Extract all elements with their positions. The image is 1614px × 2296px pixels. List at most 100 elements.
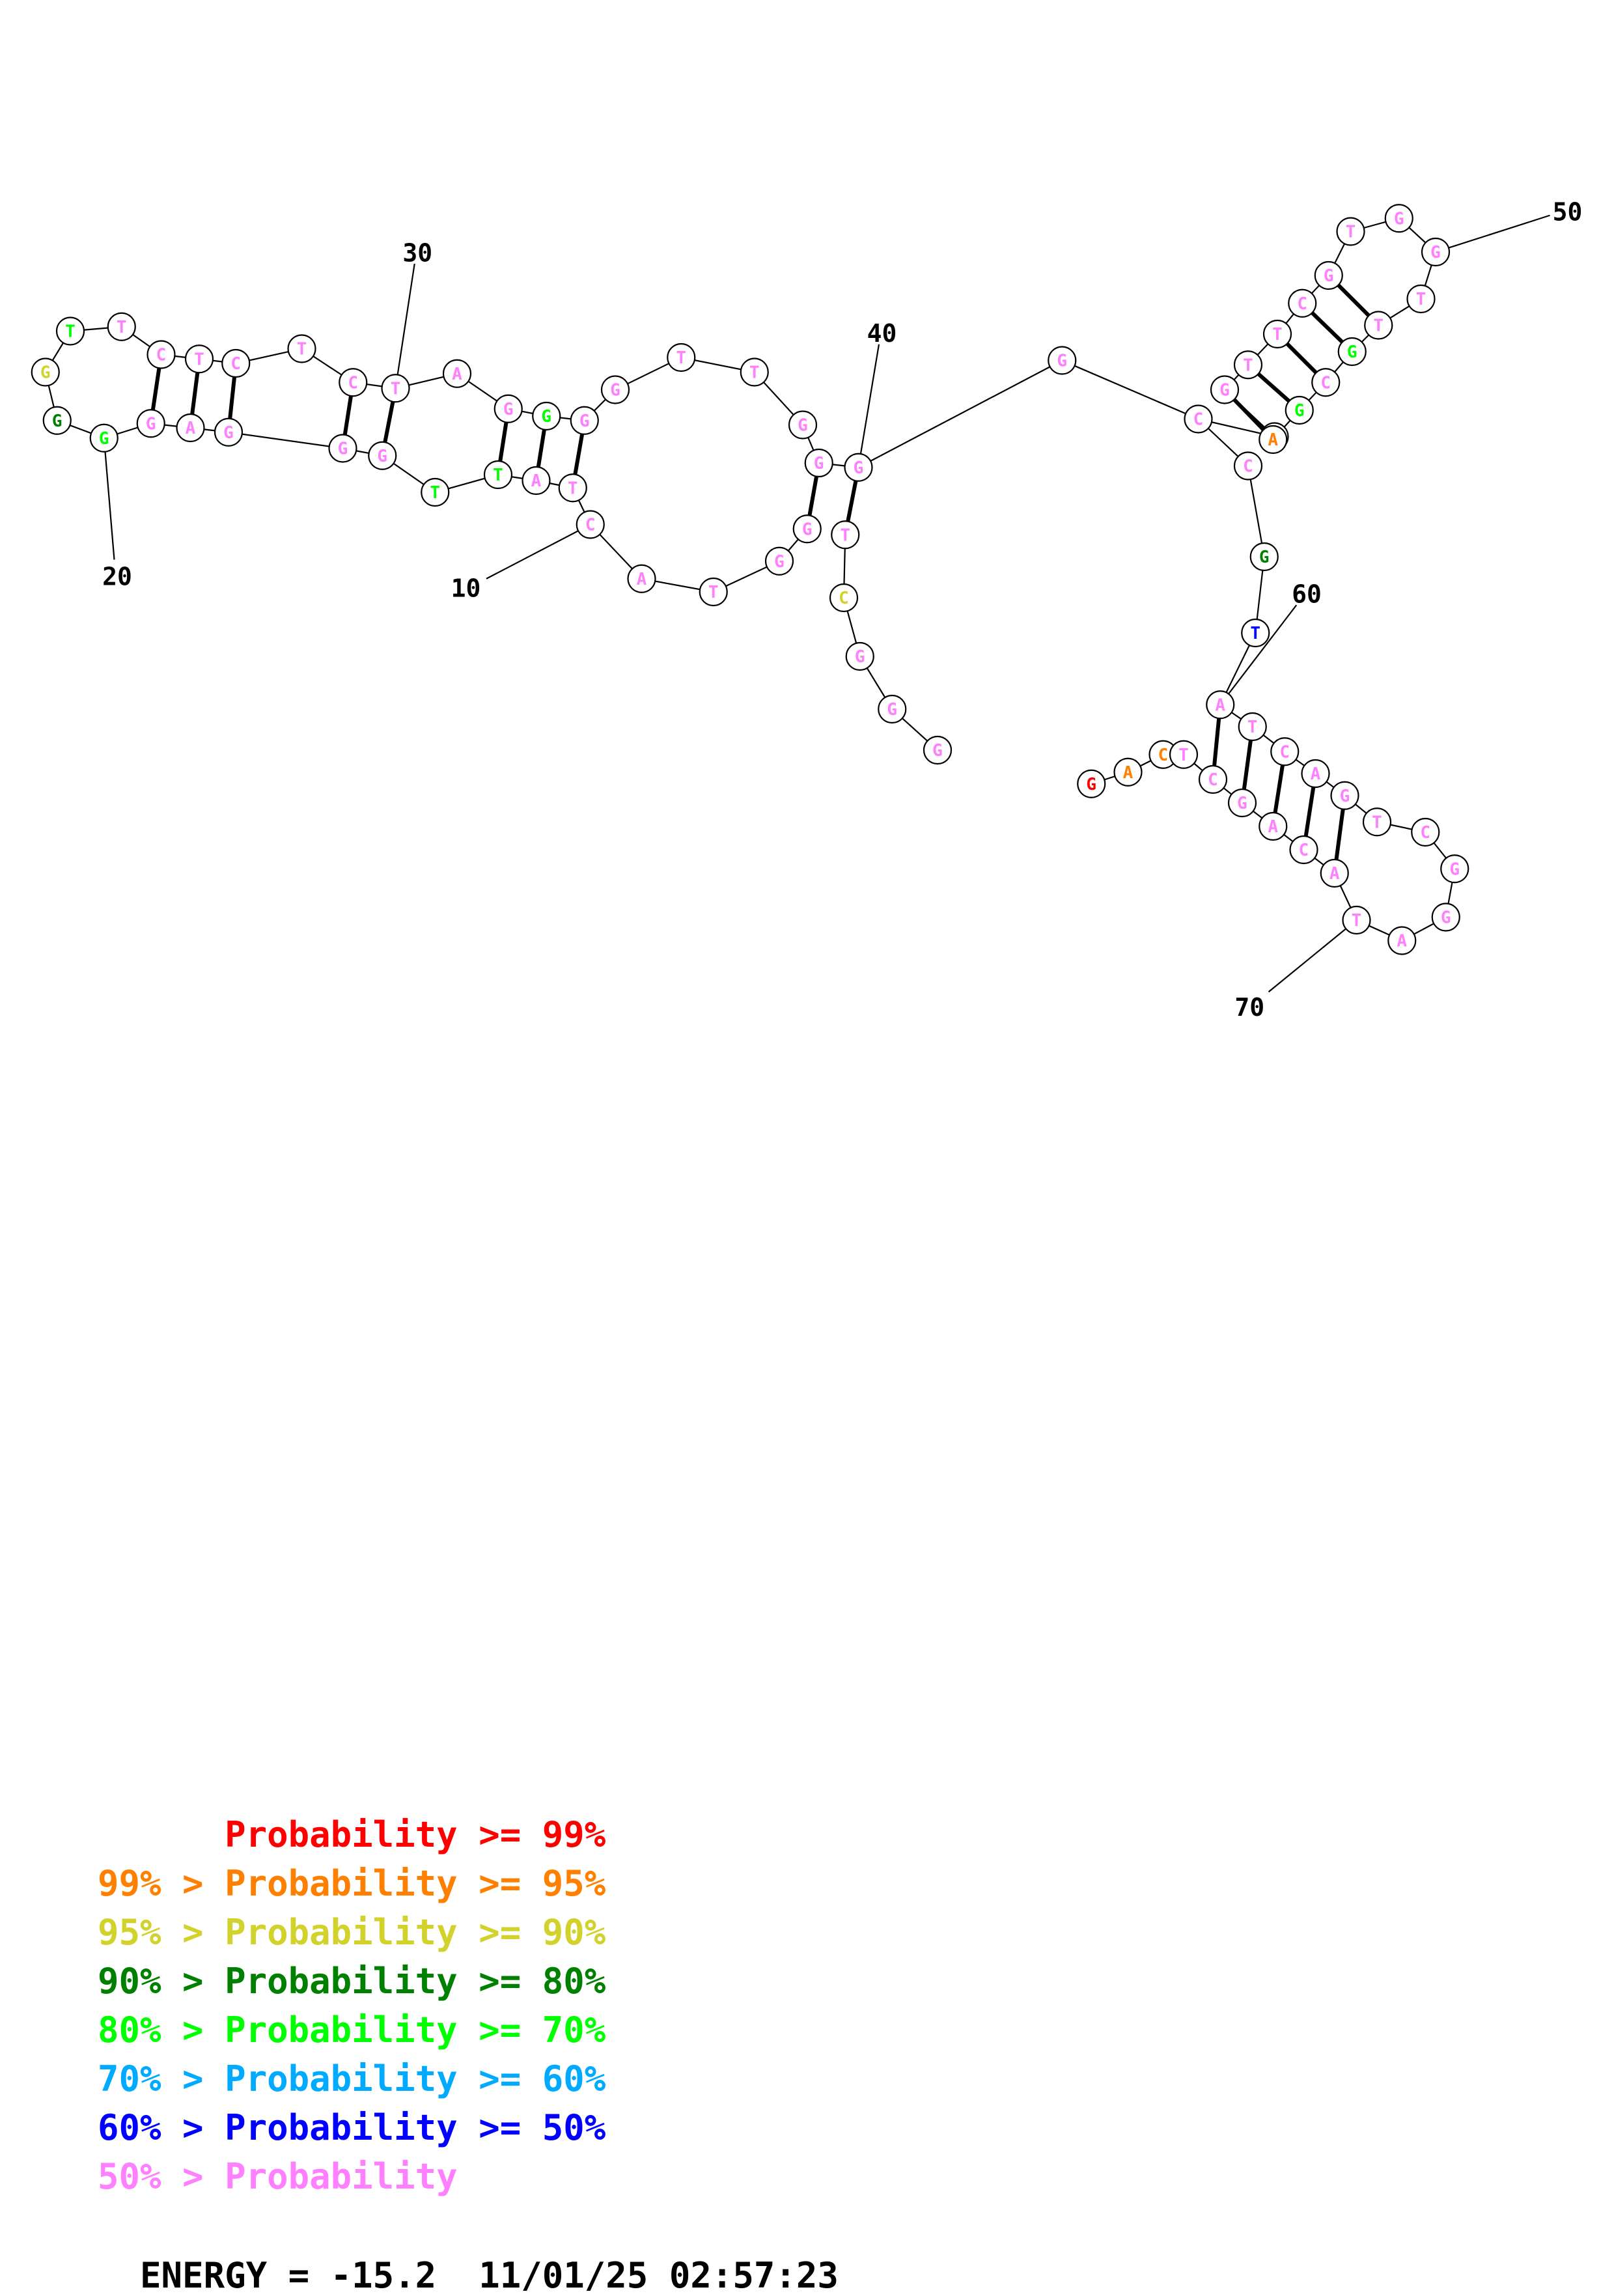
nucleotide: T: [55, 316, 85, 346]
nucleotide-base: G: [1394, 209, 1404, 229]
nucleotide: G: [788, 410, 818, 440]
legend-row: Probability >= 99%: [98, 1810, 605, 1859]
nucleotide-circle: [1262, 319, 1292, 349]
nucleotide: G: [1431, 903, 1460, 932]
index-tick-lines: [103, 214, 1550, 993]
nucleotide: T: [558, 473, 587, 503]
nucleotide: G: [923, 735, 953, 765]
nucleotide-circle: [483, 460, 513, 490]
nucleotide-base: G: [541, 407, 551, 427]
nucleotide-base: C: [1297, 294, 1307, 314]
nucleotide-circle: [788, 410, 818, 440]
nucleotide: C: [1270, 737, 1300, 766]
nucleotide-base: T: [117, 318, 127, 337]
nucleotide-base: G: [854, 458, 864, 478]
nucleotide-base: G: [1449, 860, 1460, 879]
nucleotide-base: G: [1259, 548, 1270, 567]
nucleotide: A: [176, 413, 205, 443]
legend-label: Probability: [225, 2156, 458, 2197]
nucleotide-base: A: [452, 365, 462, 384]
nucleotide-base: T: [1178, 746, 1189, 765]
index-tick-6: [1268, 919, 1357, 993]
nucleotide-base: T: [1372, 813, 1382, 832]
nucleotide-circle: [600, 375, 630, 404]
nucleotide-circle: [1289, 835, 1318, 865]
nucleotide: C: [1288, 288, 1317, 318]
energy-label: ENERGY =: [140, 2255, 331, 2296]
nucleotide: C: [829, 583, 859, 613]
nucleotide: T: [1364, 311, 1393, 340]
nucleotide-circle: [1270, 737, 1300, 766]
nucleotide-base: G: [1324, 266, 1334, 286]
nucleotide: G: [878, 694, 907, 724]
index-tick-4: [1435, 214, 1550, 253]
nucleotide: G: [89, 423, 118, 453]
index-label: 60: [1292, 580, 1322, 609]
nucleotide-base: C: [1420, 823, 1430, 843]
nucleotide: G: [792, 514, 822, 544]
footer-time: 02:57:23: [669, 2255, 839, 2296]
nucleotide-circle: [558, 473, 587, 503]
nucleotide-base: C: [1208, 770, 1218, 790]
nucleotide-base: G: [377, 447, 387, 466]
nucleotide: A: [522, 466, 551, 496]
nucleotide-circle: [845, 641, 874, 671]
nucleotide: T: [1342, 905, 1371, 935]
nucleotide-circle: [576, 510, 605, 539]
nucleotide-circle: [214, 417, 243, 447]
nucleotide-base: G: [1237, 794, 1247, 813]
nucleotide-base: A: [1268, 430, 1278, 450]
nucleotide-base: A: [186, 419, 196, 438]
nucleotide: G: [1077, 769, 1106, 798]
nucleotide-circle: [421, 477, 450, 507]
nucleotide-base: G: [814, 454, 824, 473]
nucleotide-circle: [1249, 542, 1279, 572]
legend-label: Probability >= 80%: [225, 1961, 606, 2002]
nucleotide-circle: [829, 583, 859, 613]
nucleotide-base: G: [1086, 775, 1096, 794]
nucleotide-base: T: [1243, 356, 1253, 375]
nucleotide-circle: [878, 694, 907, 724]
nucleotide-circle: [1314, 260, 1343, 290]
legend-label: Probability >= 70%: [225, 2009, 606, 2051]
nucleotide-circle: [667, 343, 696, 372]
nucleotide-base: T: [65, 322, 76, 342]
nucleotide-base: G: [1347, 343, 1357, 362]
nucleotide-circle: [494, 394, 523, 423]
nucleotide-base: T: [1352, 911, 1362, 931]
probability-legend: Probability >= 99% 99% > Probability >= 9…: [98, 1810, 605, 2201]
nucleotide: G: [494, 394, 523, 423]
nucleotide-base: T: [676, 348, 686, 368]
nucleotide-circle: [442, 359, 472, 388]
nucleotide: G: [804, 448, 833, 478]
nucleotide-circle: [570, 406, 599, 435]
nucleotide-base: T: [1247, 718, 1258, 737]
nucleotide-circle: [1342, 905, 1371, 935]
nucleotide: G: [532, 401, 561, 431]
nucleotide-base: G: [338, 440, 348, 459]
nucleotide-circle: [1259, 425, 1288, 455]
legend-row: 80% > Probability >= 70%: [98, 2006, 605, 2054]
nucleotide-circle: [42, 406, 72, 435]
nucleotide-circle: [740, 357, 769, 387]
nucleotide: T: [831, 520, 860, 550]
nucleotide-base: A: [1215, 695, 1225, 715]
nucleotide-base: T: [493, 466, 503, 485]
nucleotide: G: [1421, 237, 1451, 267]
index-tick-5: [1219, 604, 1298, 705]
nucleotide: C: [1311, 368, 1341, 397]
nucleotide-circle: [1227, 788, 1257, 818]
nucleotide-base: T: [1250, 624, 1260, 643]
nucleotide-base: C: [1320, 373, 1331, 393]
nucleotide: T: [1233, 350, 1263, 380]
nucleotide-base: C: [1193, 410, 1204, 430]
nucleotide-base: T: [430, 483, 440, 503]
nucleotide: G: [1210, 375, 1240, 404]
legend-prefix: 50% >: [98, 2156, 225, 2197]
legend-label: Probability >= 60%: [225, 2058, 606, 2099]
legend-label: Probability >= 50%: [225, 2107, 606, 2148]
nucleotide: G: [1330, 781, 1359, 810]
nucleotide: G: [31, 357, 60, 387]
legend-prefix: 80% >: [98, 2009, 225, 2051]
nucleotide-circle: [287, 334, 316, 363]
